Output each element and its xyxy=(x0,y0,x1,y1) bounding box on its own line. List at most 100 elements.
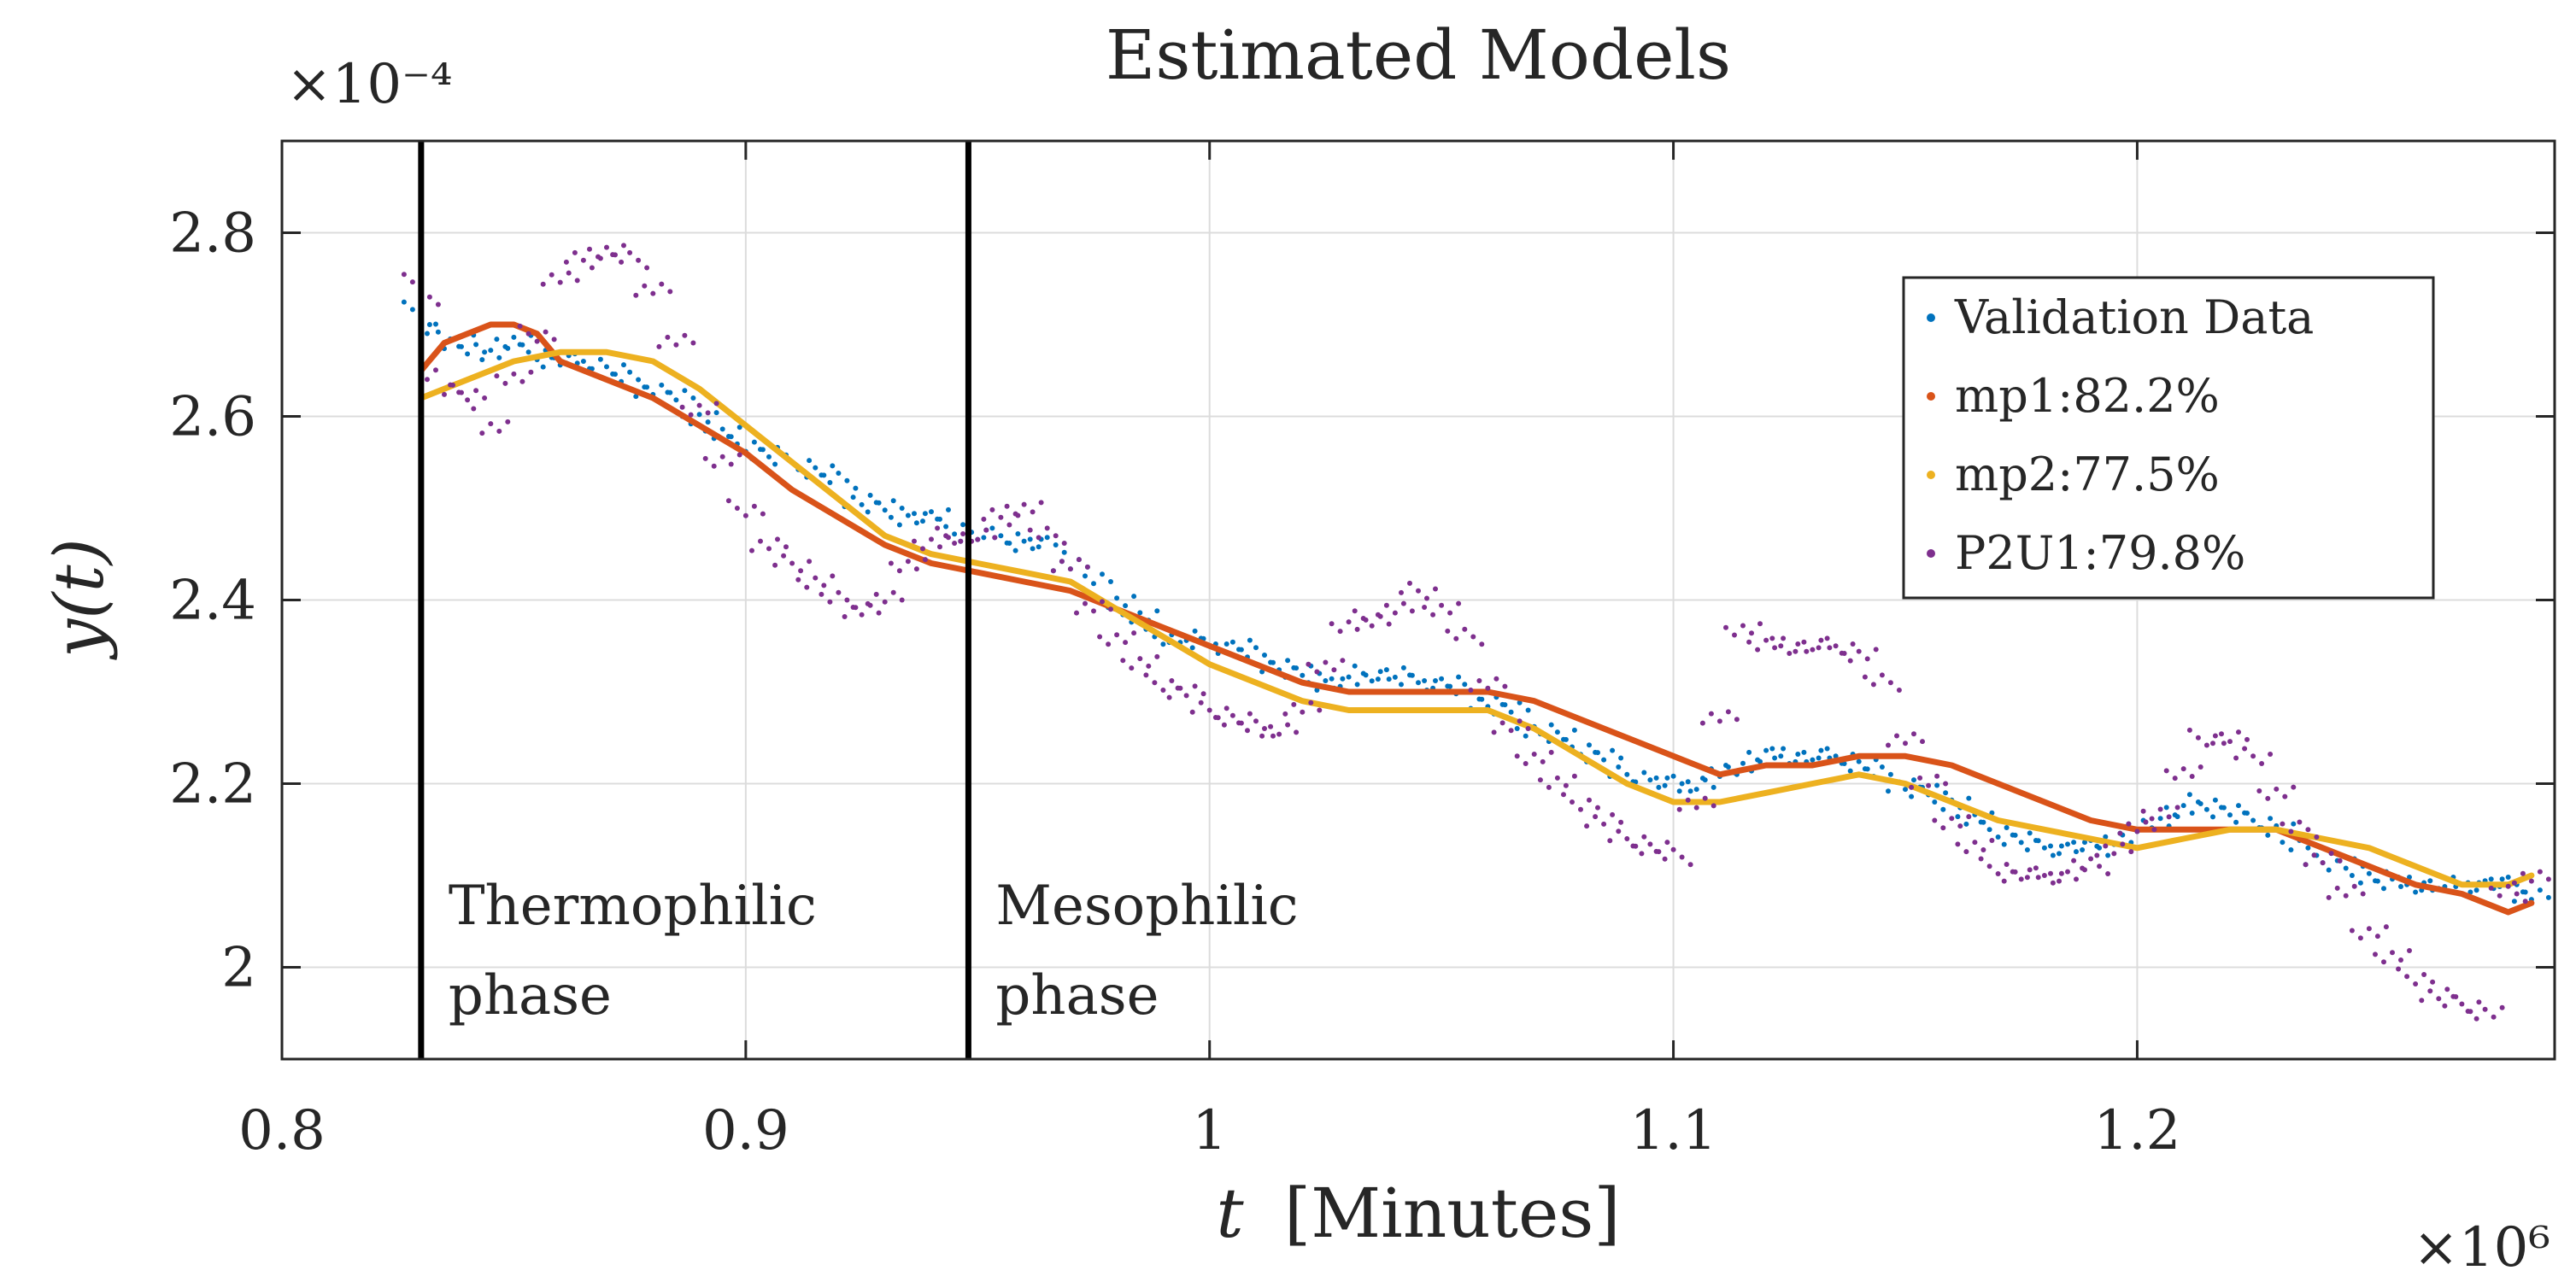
data-point xyxy=(2413,981,2419,986)
data-point xyxy=(1400,600,1406,606)
data-point xyxy=(1399,682,1404,688)
data-point xyxy=(1563,782,1569,788)
data-point xyxy=(2459,1001,2465,1007)
data-point xyxy=(958,538,964,544)
data-point xyxy=(1061,541,1067,546)
data-point xyxy=(1407,580,1412,586)
data-point xyxy=(1879,764,1885,770)
data-point xyxy=(551,337,557,342)
data-point xyxy=(1757,621,1763,627)
data-point xyxy=(636,377,642,383)
data-point xyxy=(1972,840,1978,846)
data-point xyxy=(2505,883,2511,889)
data-point xyxy=(682,388,688,394)
data-point xyxy=(2111,851,2117,857)
data-point xyxy=(1943,790,1949,796)
data-point xyxy=(2210,741,2215,746)
data-point xyxy=(587,246,592,252)
data-point xyxy=(1593,814,1599,820)
data-point xyxy=(734,506,740,511)
series-layer xyxy=(401,243,2551,1022)
data-point xyxy=(1259,733,1265,739)
data-point xyxy=(1416,588,1421,594)
data-point xyxy=(2195,735,2201,741)
data-point xyxy=(2035,875,2041,881)
data-point xyxy=(543,329,549,335)
data-point xyxy=(2419,998,2425,1004)
data-point xyxy=(2033,865,2039,871)
data-point xyxy=(1980,847,1986,852)
y-tick-label: 2.8 xyxy=(169,202,256,266)
data-point xyxy=(465,351,471,357)
data-point xyxy=(1986,827,1992,833)
data-point xyxy=(2250,753,2256,759)
data-point xyxy=(1152,680,1158,686)
data-point xyxy=(2027,830,2033,836)
data-point xyxy=(1123,640,1129,646)
x-tick-label: 1.1 xyxy=(1630,1099,1717,1162)
data-point xyxy=(1795,641,1801,647)
data-point xyxy=(736,452,742,458)
data-point xyxy=(502,343,508,349)
data-point xyxy=(642,283,648,289)
phase-label: Thermophilic xyxy=(449,875,817,938)
data-point xyxy=(1422,605,1428,610)
data-point xyxy=(1685,779,1691,785)
data-point xyxy=(1932,817,1938,823)
data-point xyxy=(2094,852,2100,858)
data-point xyxy=(2189,811,2195,816)
data-point xyxy=(580,359,586,364)
data-point xyxy=(2268,816,2274,822)
data-point xyxy=(2357,880,2363,886)
data-point xyxy=(1189,645,1195,651)
data-point xyxy=(488,348,494,354)
data-point xyxy=(456,343,462,349)
data-point xyxy=(465,397,471,403)
data-point xyxy=(482,395,488,401)
data-point xyxy=(1862,674,1868,680)
data-point xyxy=(2476,999,2482,1005)
data-point xyxy=(2274,786,2280,792)
data-point xyxy=(633,292,639,298)
data-point xyxy=(1763,747,1769,753)
data-point xyxy=(2520,870,2526,876)
data-point xyxy=(844,597,850,603)
data-point xyxy=(1323,659,1329,665)
data-point xyxy=(1456,674,1462,680)
data-point xyxy=(830,463,836,469)
data-point xyxy=(1886,788,1891,794)
data-point xyxy=(2291,821,2297,827)
data-point xyxy=(1470,634,1476,640)
data-point xyxy=(766,546,772,552)
data-point xyxy=(673,342,679,348)
data-point xyxy=(853,485,859,491)
data-point xyxy=(1755,757,1761,763)
data-point xyxy=(2427,878,2433,884)
data-point xyxy=(1769,746,1775,752)
data-point xyxy=(1787,651,1793,656)
data-point xyxy=(1456,600,1462,606)
data-point xyxy=(517,342,523,348)
data-point xyxy=(633,394,639,400)
data-point xyxy=(2018,840,2024,846)
data-point xyxy=(1053,542,1059,547)
data-point xyxy=(2282,793,2288,799)
data-point xyxy=(1795,752,1801,757)
data-point xyxy=(2242,810,2248,816)
data-point xyxy=(1192,628,1198,634)
data-point xyxy=(1106,641,1112,647)
data-point xyxy=(1253,645,1259,651)
data-point xyxy=(1236,647,1241,653)
y-tick-label: 2 xyxy=(221,937,256,1000)
phase-label: phase xyxy=(449,964,612,1027)
data-point xyxy=(1100,599,1105,605)
data-point xyxy=(2050,852,2056,858)
data-point xyxy=(627,369,633,375)
data-point xyxy=(596,254,601,260)
data-point xyxy=(2018,876,2024,882)
data-point xyxy=(1647,777,1653,783)
data-point xyxy=(2082,840,2087,846)
data-point xyxy=(1114,632,1120,638)
data-point xyxy=(1285,722,1291,728)
